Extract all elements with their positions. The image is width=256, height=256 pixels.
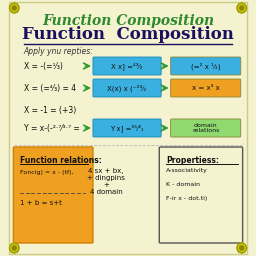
FancyBboxPatch shape [171,57,241,75]
Text: A-ssociativity: A-ssociativity [166,168,208,173]
Text: (=² x ¹⁄₂): (=² x ¹⁄₂) [191,62,220,70]
Text: 1 + b = s+t: 1 + b = s+t [20,200,62,206]
Text: x = x³ x: x = x³ x [192,85,220,91]
Text: F-ir x - dot.ti): F-ir x - dot.ti) [166,196,207,201]
Text: Function Composition: Function Composition [42,14,214,28]
Circle shape [9,3,19,13]
Text: X = -(=¹⁄₃): X = -(=¹⁄₃) [24,61,63,70]
Text: K - domain: K - domain [166,182,200,187]
FancyBboxPatch shape [13,147,93,243]
Text: Y = x-(-²·⁷⁄³·⁷ =: Y = x-(-²·⁷⁄³·⁷ = [24,123,80,133]
Text: domain
relations: domain relations [192,123,219,133]
Circle shape [13,6,16,10]
FancyBboxPatch shape [171,79,241,97]
Text: Y x] =⁵⁵⁄³₁: Y x] =⁵⁵⁄³₁ [110,124,144,132]
Circle shape [9,243,19,253]
Circle shape [13,246,16,250]
FancyBboxPatch shape [171,119,241,137]
Circle shape [237,243,247,253]
FancyBboxPatch shape [93,119,161,137]
Text: Propertiess:: Propertiess: [166,156,219,165]
FancyBboxPatch shape [93,79,161,97]
Text: Function  Composition: Function Composition [22,26,234,43]
Text: X(x) x (⁻²³⁄₂: X(x) x (⁻²³⁄₂ [108,84,147,92]
FancyBboxPatch shape [159,147,243,243]
Text: 4 sx + bx,
+ dingpins
+
4 domain: 4 sx + bx, + dingpins + 4 domain [87,168,125,195]
Text: X x] =⁴³⁄₂: X x] =⁴³⁄₂ [111,62,143,70]
Text: X = (=⁴⁄₃) = 4: X = (=⁴⁄₃) = 4 [24,83,76,92]
Text: Apply ynu repties:: Apply ynu repties: [24,47,94,56]
Circle shape [240,246,243,250]
Circle shape [240,6,243,10]
FancyBboxPatch shape [9,2,247,254]
Text: Foncig) = x - (tf),: Foncig) = x - (tf), [20,170,73,175]
FancyBboxPatch shape [93,57,161,75]
Circle shape [237,3,247,13]
Text: X = -1 = (+3): X = -1 = (+3) [24,105,76,114]
Text: Function relations:: Function relations: [20,156,102,165]
